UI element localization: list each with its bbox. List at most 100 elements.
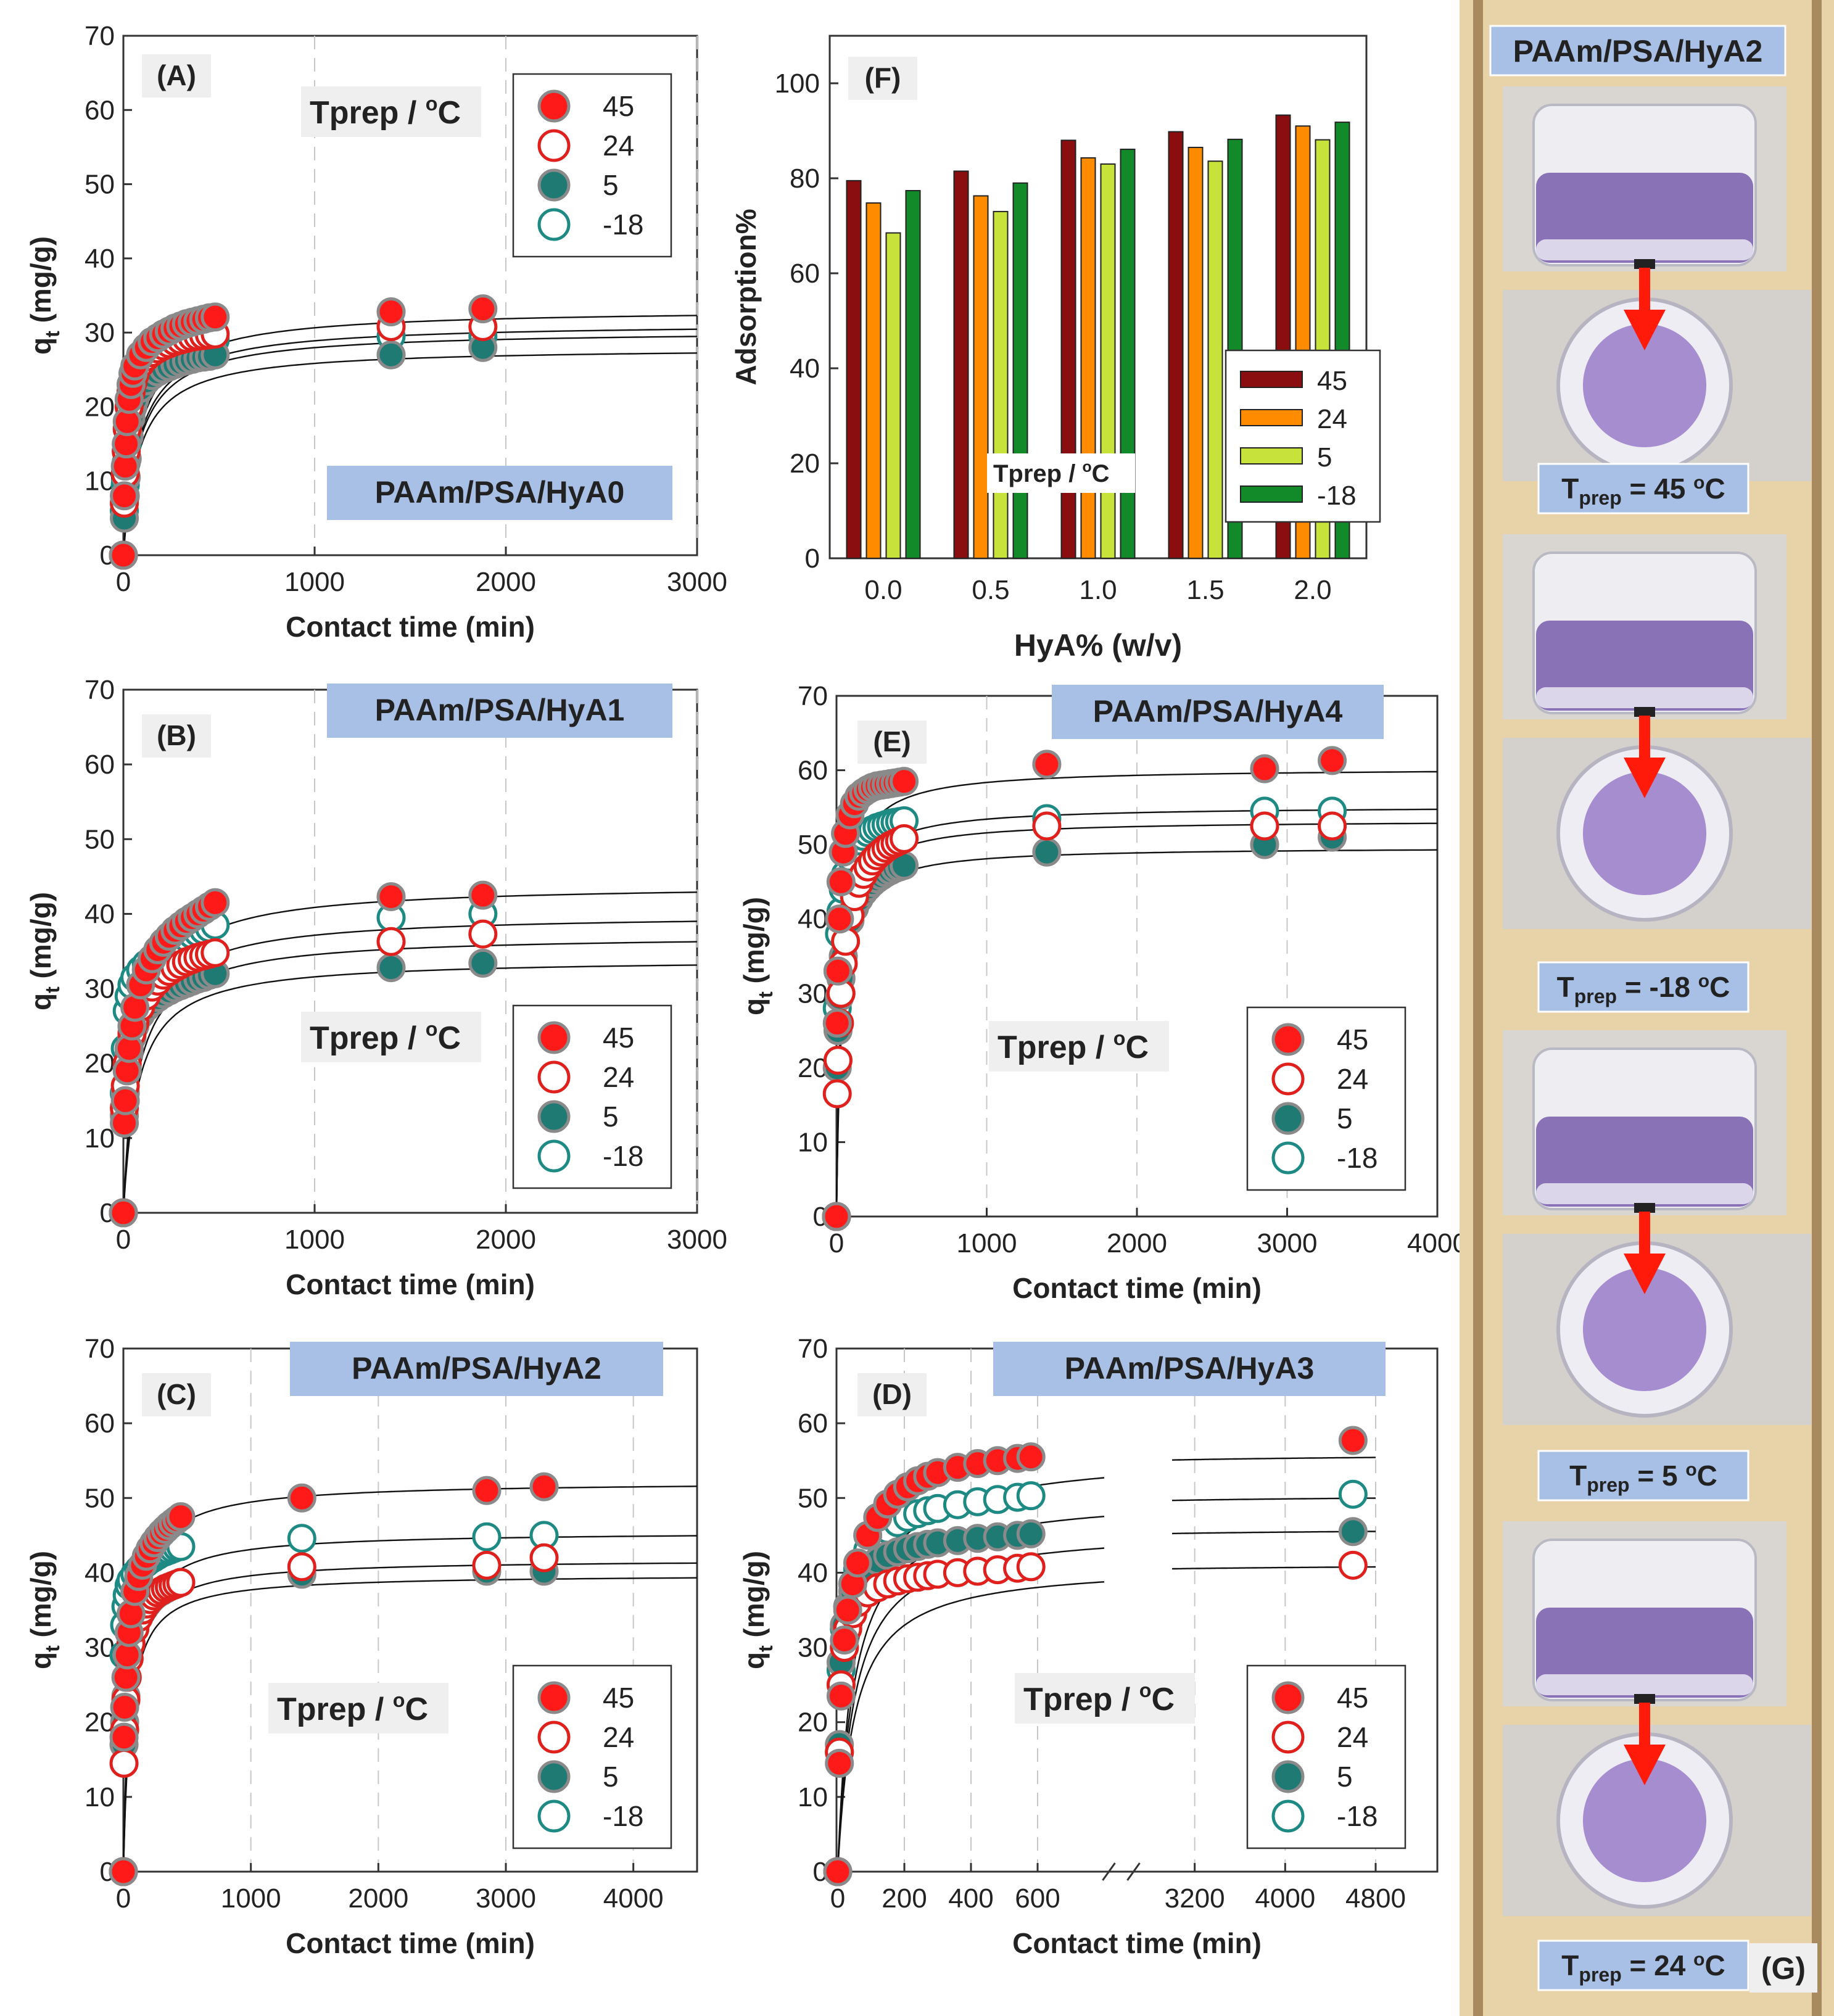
legend-entry-label: 5 xyxy=(1337,1102,1353,1134)
caption-box xyxy=(1537,1450,1749,1502)
y-tick-label: 10 xyxy=(798,1782,828,1812)
y-axis-label: qt (mg/g) xyxy=(25,892,64,1010)
photo-pair-3: Tprep = 5 oC xyxy=(1503,1030,1811,1502)
wood-strip xyxy=(1473,0,1483,2016)
data-point xyxy=(823,956,853,986)
legend-entry-label: -18 xyxy=(603,1800,643,1832)
bar xyxy=(1120,149,1136,559)
legend-box xyxy=(512,1004,672,1189)
legend-entry-label: 45 xyxy=(603,90,634,122)
legend: 45 24 5 -18 xyxy=(512,1664,672,1849)
data-point xyxy=(200,888,230,917)
y-tick-label: 60 xyxy=(798,756,828,786)
y-tick-label: 50 xyxy=(85,1483,115,1513)
bar xyxy=(1012,182,1028,559)
data-point xyxy=(468,919,498,949)
data-point xyxy=(200,938,230,967)
panel-label-box xyxy=(142,1373,211,1416)
y-axis-label: qt (mg/g) xyxy=(738,897,777,1015)
caption-box xyxy=(1537,1940,1749,1991)
data-point xyxy=(1271,1760,1305,1793)
legend-entry-label: 5 xyxy=(1337,1761,1353,1793)
y-tick-label: 70 xyxy=(85,1334,115,1364)
data-point xyxy=(537,1139,571,1173)
y-axis-label: qt (mg/g) xyxy=(738,1551,777,1669)
material-label-box xyxy=(1052,685,1384,739)
legend-title: Tprep / oC xyxy=(1023,1679,1175,1717)
jar-bottom xyxy=(1536,1674,1753,1695)
photo-caption: Tprep = 45 oC xyxy=(1561,473,1725,509)
x-axis-label: Contact time (min) xyxy=(286,1927,535,1959)
legend-box xyxy=(1246,1006,1406,1191)
y-tick-label: 20 xyxy=(85,1049,115,1079)
y-tick-label: 40 xyxy=(798,904,828,935)
data-point xyxy=(472,1550,502,1580)
x-tick-label: 3000 xyxy=(667,567,727,597)
fit-curve xyxy=(1172,1456,1376,1461)
data-point xyxy=(1271,1799,1305,1833)
x-tick-label: 4800 xyxy=(1345,1883,1406,1914)
legend-title-box xyxy=(301,1012,481,1062)
data-point xyxy=(109,540,138,570)
data-point xyxy=(1271,1102,1305,1135)
data-point xyxy=(826,1681,856,1711)
data-point xyxy=(890,767,919,796)
y-tick-label: 30 xyxy=(85,1633,115,1663)
y-tick-label: 60 xyxy=(85,95,115,125)
data-point xyxy=(376,340,406,370)
legend-title: Tprep / oC xyxy=(310,1018,461,1056)
bar xyxy=(973,195,989,559)
data-point xyxy=(110,1086,140,1115)
y-tick-label: 20 xyxy=(790,448,820,479)
bar xyxy=(846,180,862,560)
y-tick-label: 10 xyxy=(85,466,115,497)
y-axis-label: qt (mg/g) xyxy=(25,1551,64,1669)
legend-entry-label: 45 xyxy=(1337,1682,1368,1714)
data-point xyxy=(1032,837,1062,867)
y-tick-label: 70 xyxy=(798,1334,828,1364)
legend-entry-label: 45 xyxy=(603,1682,634,1714)
data-point xyxy=(472,1476,502,1505)
x-tick-label: 4000 xyxy=(1255,1883,1315,1914)
axis-break-mark xyxy=(1126,1862,1141,1881)
data-point xyxy=(109,1198,138,1228)
x-tick-label: 3200 xyxy=(1165,1883,1225,1914)
data-point xyxy=(166,1502,196,1532)
legend-entry-label: -18 xyxy=(603,209,643,241)
panel-label: (G) xyxy=(1761,1951,1806,1986)
y-tick-label: 40 xyxy=(798,1558,828,1588)
legend: 45 24 5 -18 xyxy=(1246,1664,1406,1849)
y-tick-label: 20 xyxy=(85,392,115,422)
legend-entry-label: 5 xyxy=(603,1101,619,1133)
data-point xyxy=(376,882,406,912)
panel-label: (B) xyxy=(157,719,196,751)
y-tick-label: 30 xyxy=(798,1633,828,1663)
legend-entry-label: -18 xyxy=(1337,1142,1378,1174)
data-point xyxy=(830,1625,859,1655)
y-tick-label: 60 xyxy=(790,258,820,289)
data-point xyxy=(833,1595,862,1625)
y-tick-label: 60 xyxy=(798,1408,828,1439)
bar xyxy=(1188,146,1204,559)
x-tick-label: 1000 xyxy=(957,1228,1017,1258)
y-tick-label: 30 xyxy=(798,978,828,1009)
caption-box xyxy=(1537,961,1749,1013)
material-label: PAAm/PSA/HyA3 xyxy=(1065,1351,1315,1386)
x-axis-label: Contact time (min) xyxy=(286,611,535,643)
bar xyxy=(953,170,969,559)
jar-inside xyxy=(1583,1759,1706,1882)
y-axis-label: Adsorption% xyxy=(730,209,762,385)
data-point xyxy=(468,948,498,978)
material-label: PAAm/PSA/HyA2 xyxy=(352,1351,601,1386)
data-point xyxy=(468,294,498,324)
data-point xyxy=(1271,1062,1305,1096)
y-tick-label: 10 xyxy=(798,1127,828,1157)
y-tick-label: 50 xyxy=(85,170,115,200)
y-tick-label: 50 xyxy=(85,824,115,854)
jar-bottom xyxy=(1536,239,1753,260)
data-point xyxy=(110,1692,139,1722)
arrow-cap xyxy=(1634,1203,1655,1213)
